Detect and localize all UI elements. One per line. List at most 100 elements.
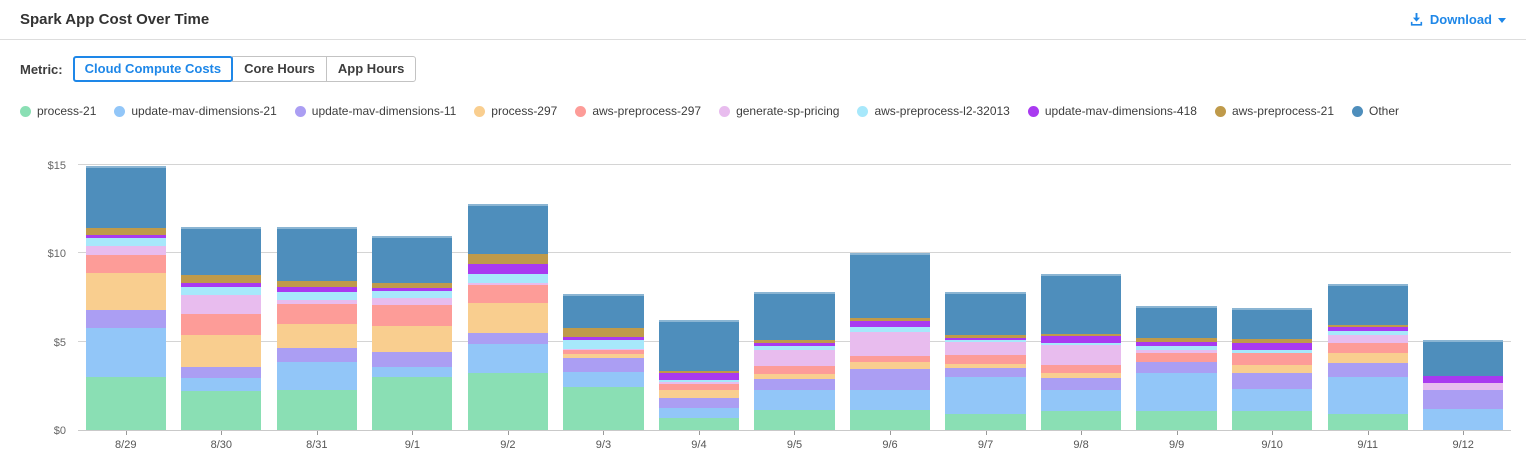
bar-segment-process-297[interactable] xyxy=(945,363,1026,369)
bar-segment-update-mav-dimensions-21[interactable] xyxy=(276,361,357,391)
bar-segment-process-21[interactable] xyxy=(1040,411,1122,430)
bar-segment-aws-preprocess-21[interactable] xyxy=(276,280,357,287)
bar-segment-aws-preprocess-297[interactable] xyxy=(849,355,931,362)
bar-segment-generate-sp-pricing[interactable] xyxy=(372,298,453,306)
bar-segment-aws-preprocess-21[interactable] xyxy=(754,339,835,344)
bar-segment-update-mav-dimensions-11[interactable] xyxy=(467,332,548,345)
bar-segment-update-mav-dimensions-418[interactable] xyxy=(754,343,835,347)
bar-segment-aws-preprocess-297[interactable] xyxy=(1232,353,1313,366)
bar-segment-Other[interactable] xyxy=(1423,339,1504,377)
bar-segment-generate-sp-pricing[interactable] xyxy=(945,342,1026,355)
bar-segment-update-mav-dimensions-21[interactable] xyxy=(563,371,644,387)
bar-9/6[interactable] xyxy=(849,253,931,430)
bar-segment-process-297[interactable] xyxy=(563,353,644,359)
bar-9/12[interactable] xyxy=(1423,339,1504,430)
bar-segment-aws-preprocess-21[interactable] xyxy=(849,317,931,322)
bar-segment-process-21[interactable] xyxy=(467,372,548,430)
bar-segment-update-mav-dimensions-11[interactable] xyxy=(945,368,1026,377)
bar-segment-process-297[interactable] xyxy=(1040,373,1122,378)
bar-segment-aws-preprocess-l2-32013[interactable] xyxy=(467,273,548,284)
bar-segment-generate-sp-pricing[interactable] xyxy=(1327,335,1408,344)
bar-segment-generate-sp-pricing[interactable] xyxy=(563,348,644,351)
bar-segment-aws-preprocess-297[interactable] xyxy=(658,384,740,391)
bar-segment-process-21[interactable] xyxy=(1232,410,1313,430)
bar-segment-Other[interactable] xyxy=(849,253,931,318)
bar-9/2[interactable] xyxy=(467,203,548,430)
legend-item-aws-preprocess-l2-32013[interactable]: aws-preprocess-l2-32013 xyxy=(857,104,1010,118)
bar-segment-aws-preprocess-297[interactable] xyxy=(276,303,357,324)
bar-segment-aws-preprocess-l2-32013[interactable] xyxy=(1327,331,1408,336)
legend-item-aws-preprocess-297[interactable]: aws-preprocess-297 xyxy=(575,104,701,118)
bar-segment-update-mav-dimensions-418[interactable] xyxy=(1136,341,1217,347)
bar-segment-Other[interactable] xyxy=(181,226,262,276)
bar-segment-generate-sp-pricing[interactable] xyxy=(276,300,357,304)
bar-segment-update-mav-dimensions-11[interactable] xyxy=(754,378,835,391)
bar-segment-process-21[interactable] xyxy=(945,414,1026,430)
bar-8/29[interactable] xyxy=(85,165,166,430)
bar-segment-aws-preprocess-l2-32013[interactable] xyxy=(945,339,1026,343)
bar-segment-process-21[interactable] xyxy=(181,391,262,430)
bar-segment-aws-preprocess-297[interactable] xyxy=(85,254,166,274)
bar-segment-aws-preprocess-297[interactable] xyxy=(467,284,548,303)
bar-segment-update-mav-dimensions-21[interactable] xyxy=(467,344,548,373)
metric-tab-core-hours[interactable]: Core Hours xyxy=(232,56,327,82)
bar-segment-update-mav-dimensions-418[interactable] xyxy=(181,283,262,287)
bar-segment-aws-preprocess-21[interactable] xyxy=(372,283,453,288)
bar-segment-aws-preprocess-21[interactable] xyxy=(945,334,1026,339)
metric-tab-app-hours[interactable]: App Hours xyxy=(325,56,417,82)
bar-segment-generate-sp-pricing[interactable] xyxy=(754,349,835,367)
bar-segment-update-mav-dimensions-11[interactable] xyxy=(1136,361,1217,374)
bar-segment-update-mav-dimensions-11[interactable] xyxy=(372,352,453,368)
bar-segment-process-297[interactable] xyxy=(1327,353,1408,363)
bar-segment-generate-sp-pricing[interactable] xyxy=(658,382,740,385)
bar-segment-aws-preprocess-297[interactable] xyxy=(372,305,453,326)
bar-9/10[interactable] xyxy=(1232,308,1313,430)
bar-segment-update-mav-dimensions-21[interactable] xyxy=(945,376,1026,415)
bar-segment-aws-preprocess-297[interactable] xyxy=(181,314,262,336)
bar-segment-update-mav-dimensions-418[interactable] xyxy=(372,287,453,292)
bar-segment-Other[interactable] xyxy=(372,236,453,284)
bar-segment-update-mav-dimensions-418[interactable] xyxy=(1423,376,1504,384)
bar-segment-generate-sp-pricing[interactable] xyxy=(1136,349,1217,354)
bar-segment-generate-sp-pricing[interactable] xyxy=(1423,383,1504,391)
bar-segment-aws-preprocess-l2-32013[interactable] xyxy=(754,346,835,350)
bar-segment-process-21[interactable] xyxy=(1327,414,1408,430)
bar-segment-aws-preprocess-l2-32013[interactable] xyxy=(85,238,166,247)
bar-9/1[interactable] xyxy=(372,236,453,430)
bar-segment-update-mav-dimensions-418[interactable] xyxy=(1232,342,1313,350)
bar-segment-aws-preprocess-l2-32013[interactable] xyxy=(1040,342,1122,346)
bar-segment-aws-preprocess-l2-32013[interactable] xyxy=(1232,349,1313,354)
bar-segment-update-mav-dimensions-11[interactable] xyxy=(1232,373,1313,390)
legend-item-update-mav-dimensions-418[interactable]: update-mav-dimensions-418 xyxy=(1027,104,1197,118)
bar-segment-update-mav-dimensions-11[interactable] xyxy=(1327,362,1408,377)
bar-segment-aws-preprocess-297[interactable] xyxy=(1136,353,1217,362)
bar-9/7[interactable] xyxy=(945,292,1026,430)
bar-segment-aws-preprocess-21[interactable] xyxy=(658,370,740,374)
download-button[interactable]: Download xyxy=(1409,12,1506,27)
bar-segment-update-mav-dimensions-11[interactable] xyxy=(658,398,740,408)
bar-9/3[interactable] xyxy=(563,293,644,430)
bar-segment-process-21[interactable] xyxy=(85,376,166,430)
bar-segment-aws-preprocess-297[interactable] xyxy=(945,354,1026,364)
bar-segment-update-mav-dimensions-418[interactable] xyxy=(85,234,166,239)
metric-tab-cloud-compute-costs[interactable]: Cloud Compute Costs xyxy=(72,56,234,82)
bar-segment-update-mav-dimensions-21[interactable] xyxy=(1423,408,1504,430)
bar-segment-aws-preprocess-l2-32013[interactable] xyxy=(372,291,453,299)
bar-segment-aws-preprocess-l2-32013[interactable] xyxy=(181,286,262,295)
bar-segment-process-21[interactable] xyxy=(849,409,931,430)
bar-segment-update-mav-dimensions-418[interactable] xyxy=(1327,327,1408,331)
bar-9/11[interactable] xyxy=(1327,284,1408,430)
bar-segment-update-mav-dimensions-21[interactable] xyxy=(1136,373,1217,411)
bar-segment-aws-preprocess-21[interactable] xyxy=(563,328,644,338)
bar-segment-process-21[interactable] xyxy=(658,417,740,430)
bar-segment-update-mav-dimensions-11[interactable] xyxy=(563,358,644,372)
bar-segment-aws-preprocess-297[interactable] xyxy=(1040,365,1122,374)
bar-segment-process-297[interactable] xyxy=(754,374,835,379)
bar-segment-process-297[interactable] xyxy=(1232,365,1313,374)
bar-segment-update-mav-dimensions-21[interactable] xyxy=(181,377,262,392)
bar-segment-process-297[interactable] xyxy=(85,273,166,310)
bar-segment-Other[interactable] xyxy=(945,292,1026,335)
bar-segment-Other[interactable] xyxy=(85,165,166,228)
bar-segment-process-297[interactable] xyxy=(849,361,931,369)
bar-segment-generate-sp-pricing[interactable] xyxy=(181,294,262,315)
